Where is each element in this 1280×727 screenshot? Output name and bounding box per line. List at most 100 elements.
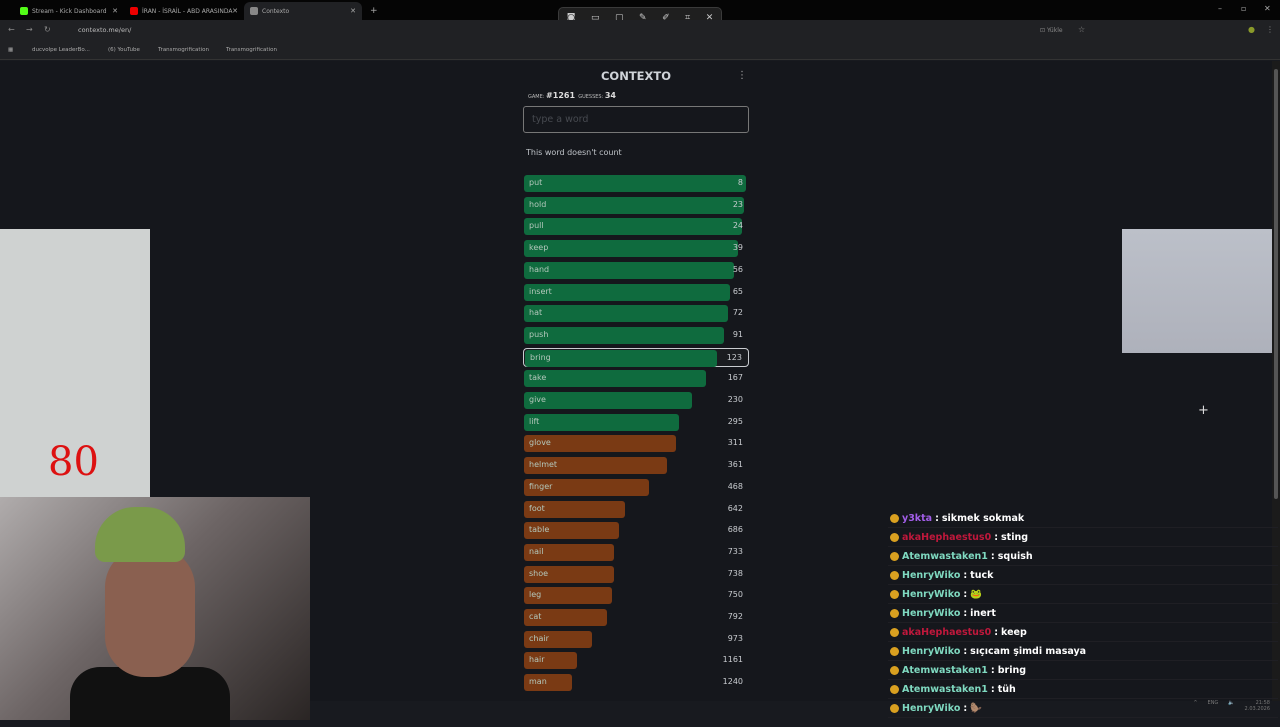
guess-rank: 167 [727,373,743,383]
page-title: CONTEXTO [600,69,672,83]
tab-label: Stream - Kick Dashboard [32,7,107,15]
chat-username: akaHephaestus0 [902,531,992,543]
badge-icon [890,627,899,637]
tab-youtube[interactable]: İRAN - İSRAİL - ABD ARASINDA ✕ [124,2,244,20]
menu-icon[interactable]: ⋮ [1266,25,1274,34]
close-window-icon[interactable]: ✕ [1264,4,1271,13]
rank-bar [524,457,668,475]
scrollbar[interactable] [1272,61,1280,701]
bookmark[interactable]: ducvolpe LeaderBo... [32,47,90,53]
camera-icon[interactable]: ◙ [566,13,576,23]
rank-bar [524,240,739,258]
chat-separator: : [990,664,995,676]
guess-row: put 8 [523,174,749,193]
profile-avatar[interactable]: ● [1248,25,1255,34]
install-label: Yükle [1046,27,1063,34]
chat-message: HenryWiko: 🐸 [888,585,1278,604]
chat-text: tüh [997,683,1016,695]
contexto-icon [250,7,258,15]
chat-username: Atemwastaken1 [902,550,988,562]
guess-word: insert [529,286,552,296]
rank-bar [524,652,578,670]
bookmarks-bar: ▦ ducvolpe LeaderBo... (6) YouTube Trans… [0,42,1280,60]
bookmark[interactable]: Transmogrification [226,47,277,53]
shape-icon[interactable]: ▢ [615,13,624,23]
tab-contexto[interactable]: Contexto ✕ [244,2,362,20]
guess-word: foot [529,503,545,513]
guess-row: nail 733 [523,543,749,562]
guess-rank: 8 [737,178,743,187]
guess-word: glove [529,438,551,448]
rank-bar [524,543,614,561]
guess-word: chair [529,633,549,643]
edit-icon[interactable]: ✎ [639,13,647,23]
badge-icon [890,551,899,561]
chevron-up-icon[interactable]: ^ [1193,700,1198,706]
reload-icon[interactable]: ↻ [44,25,51,34]
apps-icon[interactable]: ▦ [8,47,14,53]
language[interactable]: ENG [1207,700,1219,706]
close-tab-icon[interactable]: ✕ [232,7,238,15]
guess-word: push [529,329,549,339]
chat-username: HenryWiko [902,645,961,657]
rank-bar [524,283,731,301]
close-tab-icon[interactable]: ✕ [350,7,356,15]
url-field[interactable]: contexto.me/en/ [78,26,132,34]
video-icon[interactable]: ▭ [590,13,600,23]
guess-row: man 1240 [523,673,749,692]
game-label: GAME: [528,94,545,100]
guess-word: hat [529,308,543,318]
chat-separator: : [963,645,968,657]
rank-bar [524,609,608,626]
rank-bar [525,349,718,367]
guess-rank: 1161 [722,655,743,665]
rank-bar [524,305,729,323]
star-icon[interactable]: ☆ [1078,25,1086,34]
chat-username: HenryWiko [902,607,961,619]
pen-icon[interactable]: ✐ [662,13,670,23]
rank-bar [524,500,625,518]
chat-text: 🐸 [970,588,983,600]
new-tab-button[interactable]: + [370,6,378,16]
rank-bar [524,587,612,605]
close-icon[interactable]: ✕ [705,13,714,23]
badge-icon [890,684,899,694]
minimize-icon[interactable]: – [1218,4,1222,13]
close-tab-icon[interactable]: ✕ [112,7,118,15]
guess-row: hat 72 [523,304,749,323]
counter: 80 [48,439,99,485]
chat-message: HenryWiko: 🦫 [888,699,1278,718]
guess-word: cat [529,612,542,621]
chat-text: sting [1001,531,1029,543]
more-options-icon[interactable]: ⋮ [737,70,747,81]
chat-username: akaHephaestus0 [902,626,992,638]
chat-separator: : [990,550,995,562]
guess-rank: 642 [727,503,743,513]
chat-message: Atemwastaken1: tüh [888,680,1278,699]
chat-message: HenryWiko: sıçıcam şimdi masaya [888,642,1278,661]
guess-rank: 72 [732,308,743,318]
guess-word: hand [529,264,550,274]
bookmark[interactable]: Transmogrification [158,47,209,53]
guess-row: hair 1161 [523,651,749,670]
chat-message: HenryWiko: tuck [888,566,1278,585]
rank-bar [524,522,620,540]
bookmark[interactable]: (6) YouTube [108,47,140,53]
guess-row: pull 24 [523,217,749,236]
chat-separator: : [935,512,939,524]
volume-icon[interactable]: 🔈 [1228,700,1235,706]
forward-icon[interactable]: → [26,25,33,34]
chat-username: HenryWiko [902,588,961,600]
tab-kick[interactable]: Stream - Kick Dashboard ✕ [14,2,124,20]
guess-word: lift [529,416,540,426]
chat-separator: : [963,607,968,619]
guess-word: hold [529,199,547,209]
clock[interactable]: 21:58 2.03.2026 [1245,700,1270,712]
back-icon[interactable]: ← [8,25,15,34]
word-input[interactable] [523,106,749,133]
install-button[interactable]: ⊡ Yükle [1040,27,1063,34]
tab-label: İRAN - İSRAİL - ABD ARASINDA [142,7,233,15]
text-extract-icon[interactable]: ⌗ [685,13,691,23]
guess-word: give [529,395,546,404]
maximize-icon[interactable]: ▫ [1241,4,1247,13]
